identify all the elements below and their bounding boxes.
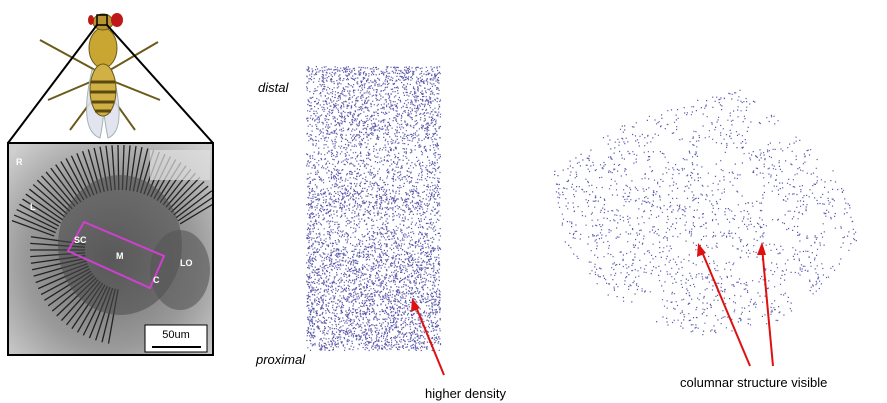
mic-label: L [30,202,36,212]
top-point-cloud [554,90,857,336]
side-point-cloud [306,66,441,351]
distal-label: distal [258,80,289,95]
mic-label: M [116,251,124,261]
arrows [414,247,773,375]
mic-label: LO [180,258,193,268]
mic-label: R [16,157,23,167]
mic-label: C [153,275,160,285]
density-annotation: higher density [425,386,506,401]
figure: R L SC M LO C 50um distal proximal highe… [0,0,887,403]
scale-bar-label: 50um [162,329,190,341]
columnar-annotation: columnar structure visible [680,375,827,390]
proximal-label: proximal [255,352,306,367]
micrograph [8,143,219,355]
mic-label: SC [74,235,87,245]
